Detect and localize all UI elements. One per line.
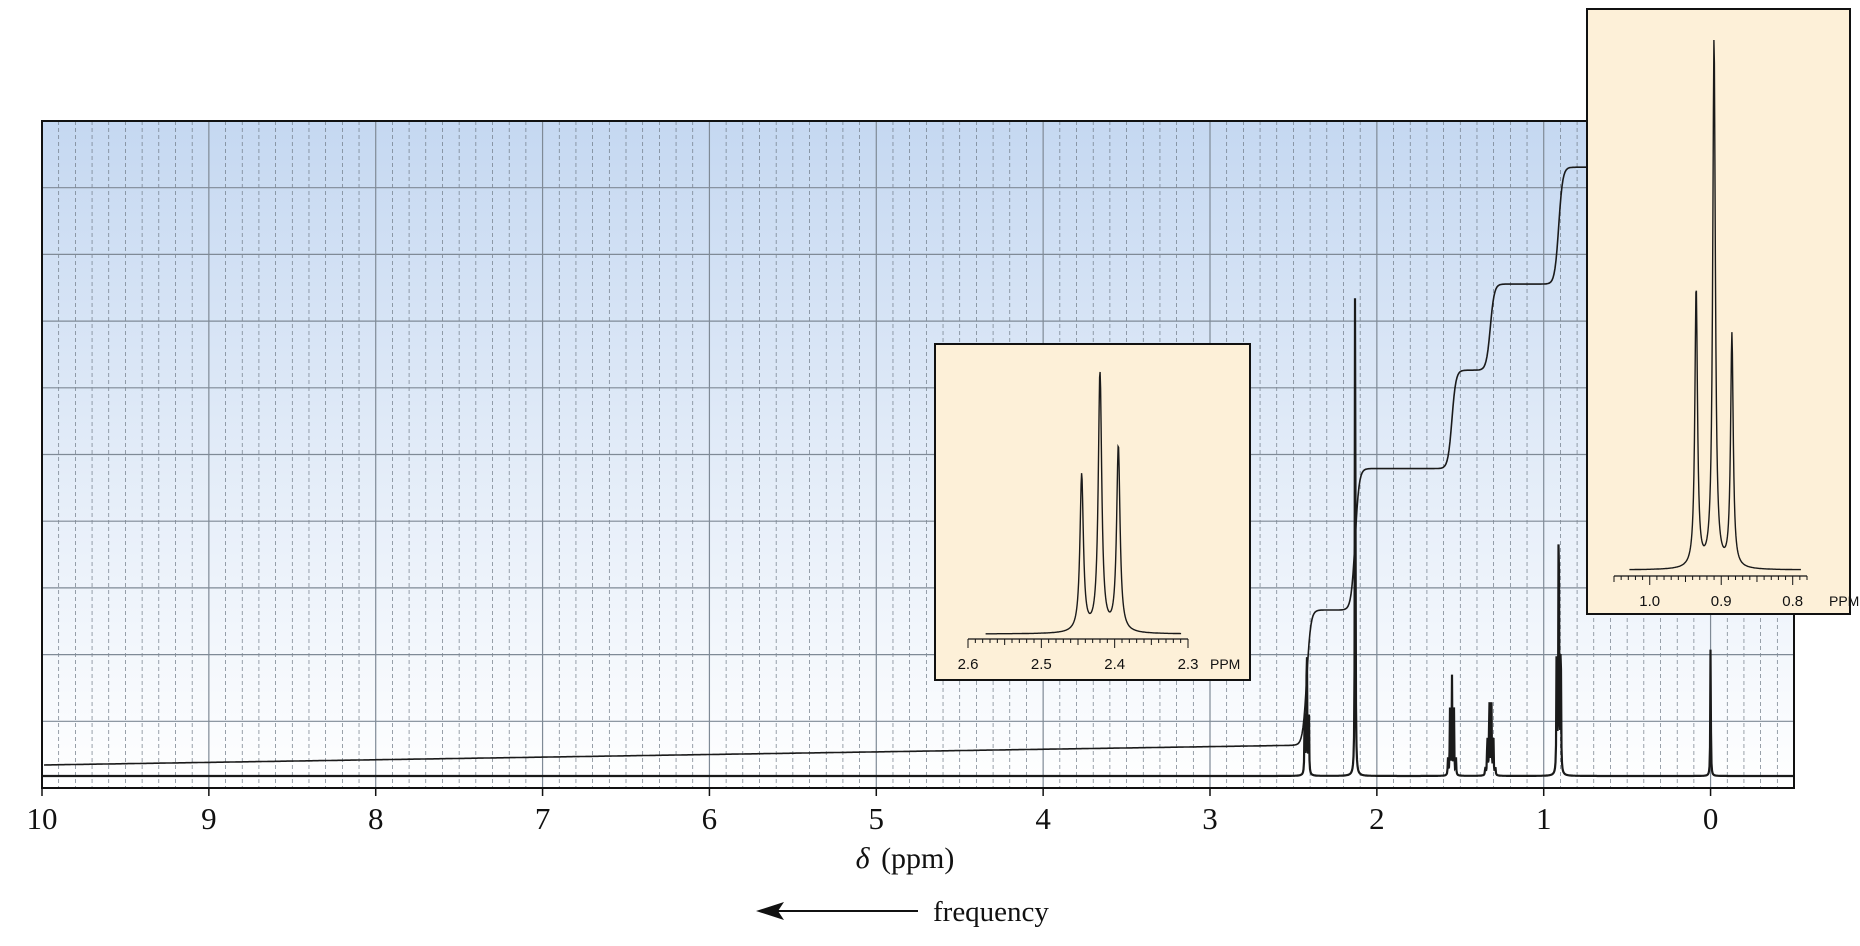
x-tick-label: 2 [1369, 801, 1385, 836]
inset-unit-label: PPM [1829, 593, 1859, 609]
x-axis-ticks: 10 9 8 7 6 5 4 3 2 1 0 [27, 788, 1719, 836]
inset-right: 1.0 0.9 0.8 PPM [1586, 8, 1859, 615]
x-tick-label: 5 [869, 801, 885, 836]
x-tick-label: 8 [368, 801, 384, 836]
x-tick-label: 0 [1703, 801, 1719, 836]
inset-left: 2.6 2.5 2.4 2.3 PPM [934, 343, 1251, 681]
frequency-arrow: frequency [756, 896, 1049, 928]
x-tick-label: 1 [1536, 801, 1552, 836]
x-axis-unit: (ppm) [881, 842, 954, 875]
inset-frame [1586, 8, 1851, 615]
x-tick-label: 6 [702, 801, 718, 836]
x-axis-label: δ (ppm) [856, 842, 955, 875]
x-tick-label: 9 [201, 801, 217, 836]
inset-trace [985, 371, 1182, 635]
x-axis-symbol: δ [856, 842, 871, 875]
inset-frame [934, 343, 1251, 681]
inset-tick-label: 2.4 [1104, 656, 1125, 673]
spectrum-trace [43, 298, 1793, 778]
integral-line [44, 166, 1587, 766]
inset-tick-label: 0.8 [1782, 593, 1803, 610]
inset-tick-label: 2.6 [958, 656, 979, 673]
inset-trace [1629, 39, 1801, 571]
integral-curve [44, 166, 1587, 766]
x-tick-label: 10 [27, 801, 58, 836]
inset-tick-label: 1.0 [1639, 593, 1660, 610]
inset-tick-label: 0.9 [1711, 593, 1732, 610]
frequency-label: frequency [933, 896, 1049, 928]
spectrum-line [43, 298, 1793, 778]
arrow-head [756, 902, 784, 920]
x-tick-label: 7 [535, 801, 551, 836]
x-tick-label: 4 [1035, 801, 1051, 836]
inset-tick-label: 2.5 [1031, 656, 1052, 673]
x-tick-label: 3 [1202, 801, 1218, 836]
inset-tick-label: 2.3 [1178, 656, 1199, 673]
inset-unit-label: PPM [1210, 656, 1240, 672]
